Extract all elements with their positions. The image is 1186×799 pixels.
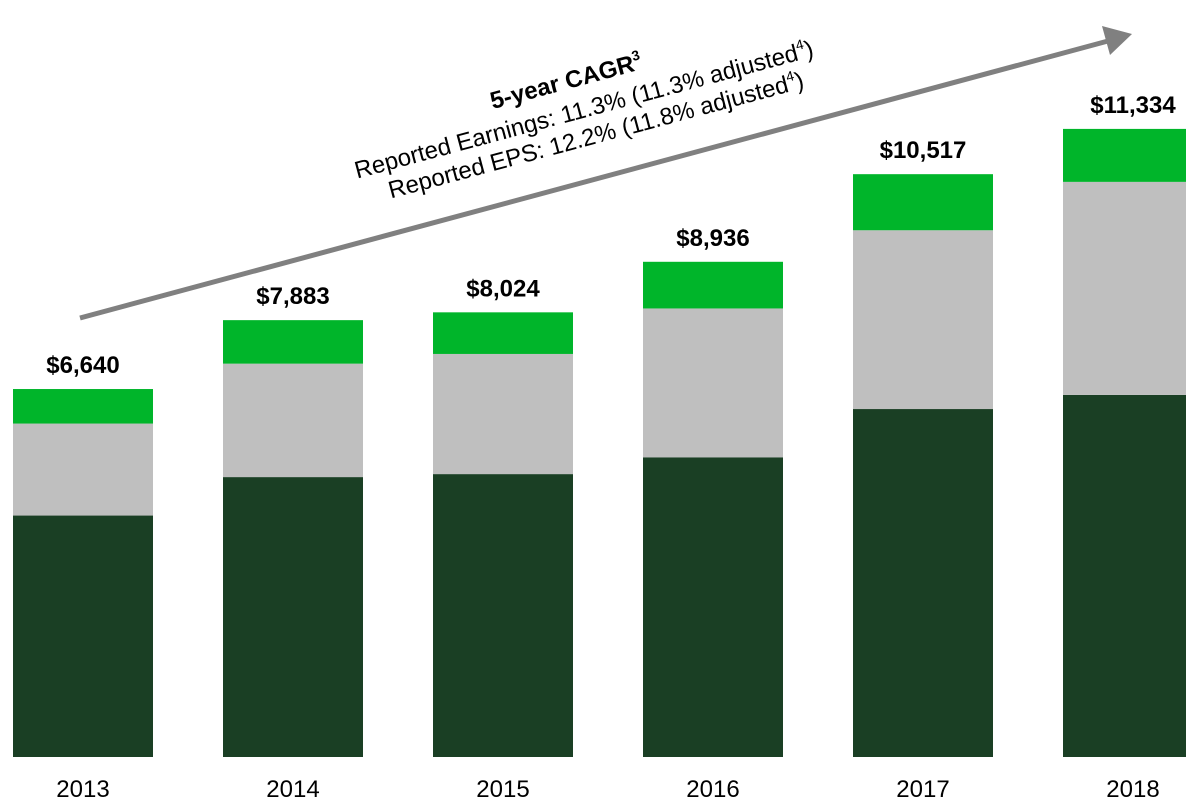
bar-segment bbox=[643, 457, 783, 757]
superscript: 4 bbox=[794, 36, 806, 54]
bar-segment bbox=[643, 261, 783, 309]
bar-segment bbox=[433, 312, 573, 354]
arrow-head bbox=[1102, 26, 1132, 55]
x-tick-label: 2017 bbox=[896, 776, 949, 799]
total-label: $10,517 bbox=[880, 137, 967, 164]
annotation-text: ) bbox=[802, 36, 817, 64]
superscript: 4 bbox=[784, 67, 796, 85]
trend-arrow bbox=[79, 38, 1109, 321]
bar-segment bbox=[13, 389, 153, 424]
bar-segment bbox=[853, 174, 993, 231]
bar-segment bbox=[853, 230, 993, 410]
total-label: $8,024 bbox=[466, 275, 540, 302]
bar-segment bbox=[223, 363, 363, 478]
bar-segment bbox=[1063, 181, 1186, 395]
bar-segment bbox=[223, 477, 363, 757]
bar-segment bbox=[853, 409, 993, 757]
annotation-text: ) bbox=[792, 67, 807, 95]
x-tick-label: 2013 bbox=[56, 776, 109, 799]
bar-segment bbox=[433, 353, 573, 475]
bar-segment bbox=[13, 423, 153, 516]
bar-segment bbox=[433, 474, 573, 757]
total-label: $11,334 bbox=[1090, 92, 1176, 119]
bar-segment bbox=[1063, 394, 1186, 757]
total-label: $8,936 bbox=[676, 225, 749, 252]
bar-segment bbox=[1063, 128, 1186, 182]
bar-segment bbox=[643, 308, 783, 458]
total-label: $6,640 bbox=[46, 352, 119, 379]
bar-segment bbox=[223, 320, 363, 364]
x-tick-label: 2015 bbox=[476, 776, 529, 799]
superscript: 3 bbox=[630, 46, 642, 64]
total-label: $7,883 bbox=[256, 283, 329, 310]
x-tick-label: 2016 bbox=[686, 776, 739, 799]
bar-segment bbox=[13, 515, 153, 757]
x-tick-label: 2018 bbox=[1106, 776, 1159, 799]
x-tick-label: 2014 bbox=[266, 776, 319, 799]
